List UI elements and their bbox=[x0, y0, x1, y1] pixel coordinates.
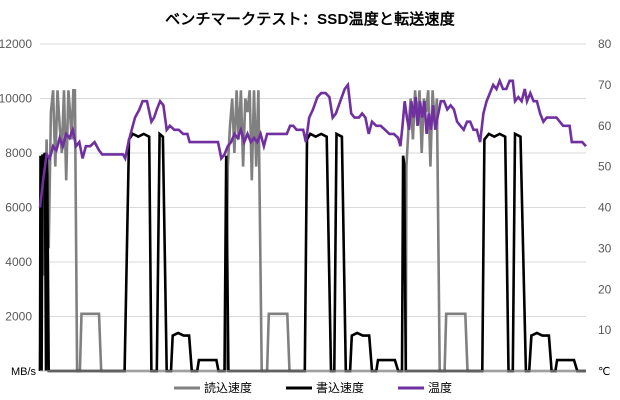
left-tick-label: 4000 bbox=[5, 255, 32, 269]
right-tick-label: 70 bbox=[598, 78, 612, 92]
left-axis-unit: MB/s bbox=[11, 366, 37, 378]
right-tick-label: 50 bbox=[598, 160, 612, 174]
left-tick-label: 12000 bbox=[0, 37, 32, 51]
read-speed-line bbox=[38, 89, 586, 373]
right-tick-label: 10 bbox=[598, 323, 612, 337]
legend-temperature-label: 温度 bbox=[428, 380, 452, 395]
left-axis-ticks: 2000 4000 6000 8000 10000 12000 bbox=[0, 37, 32, 324]
legend-read-speed-label: 読込速度 bbox=[204, 380, 252, 395]
right-tick-label: 20 bbox=[598, 282, 612, 296]
legend-write-speed-label: 書込速度 bbox=[316, 380, 364, 395]
right-tick-label: 80 bbox=[598, 37, 612, 51]
right-axis-unit: ℃ bbox=[598, 366, 610, 378]
right-axis-ticks: 10 20 30 40 50 60 70 80 bbox=[598, 37, 612, 337]
left-tick-label: 6000 bbox=[5, 201, 32, 215]
chart-title: ベンチマークテスト：SSD温度と転送速度 bbox=[165, 11, 455, 28]
write-speed-line bbox=[38, 131, 586, 373]
legend: 読込速度 書込速度 温度 bbox=[174, 380, 452, 395]
left-tick-label: 10000 bbox=[0, 92, 32, 106]
temperature-line bbox=[38, 77, 587, 208]
right-tick-label: 60 bbox=[598, 119, 612, 133]
gridlines bbox=[40, 43, 586, 317]
left-tick-label: 8000 bbox=[5, 146, 32, 160]
right-tick-label: 40 bbox=[598, 201, 612, 215]
right-tick-label: 30 bbox=[598, 241, 612, 255]
left-tick-label: 2000 bbox=[5, 310, 32, 324]
series-layer bbox=[38, 77, 587, 373]
